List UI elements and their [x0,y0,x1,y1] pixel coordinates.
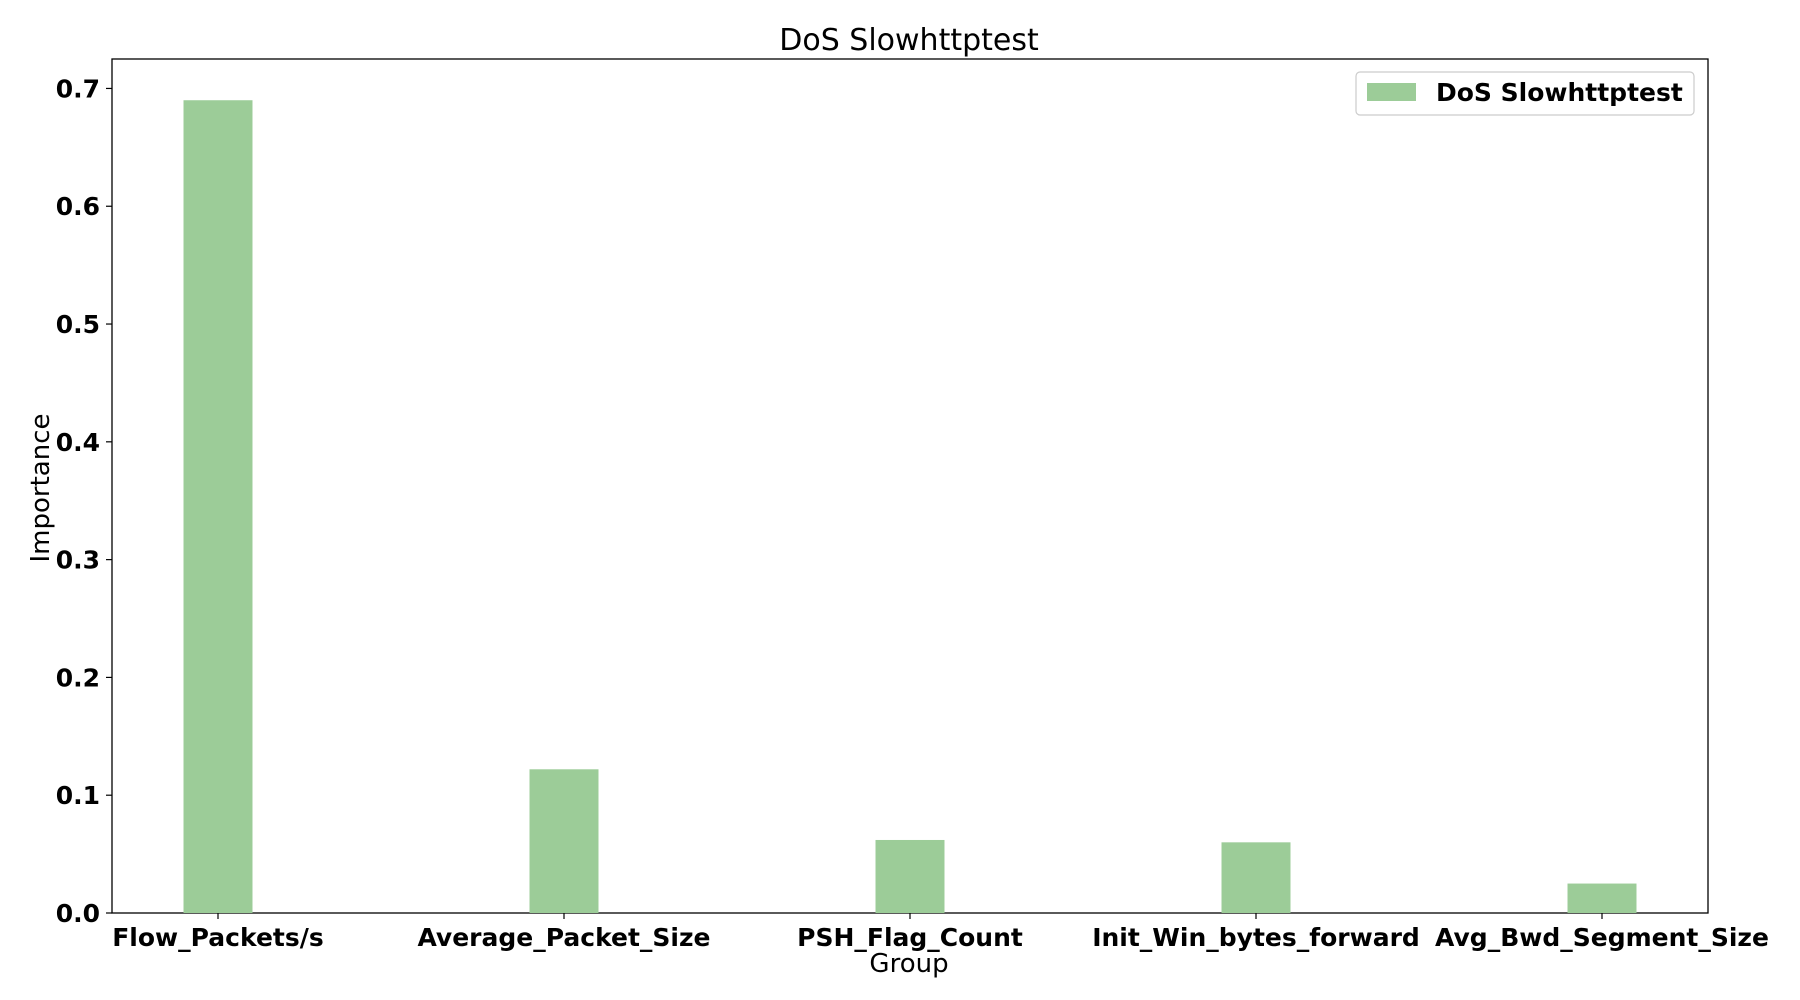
y-tick-label: 0.2 [56,663,100,692]
y-tick-label: 0.6 [56,192,100,221]
legend-box [1355,71,1695,116]
x-tick-label: Flow_Packets/s [112,923,324,952]
x-axis-ticks: Flow_Packets/s Average_Packet_Size PSH_Fla… [112,913,1769,952]
plot-area-frame [111,58,1709,914]
x-tick-label: Avg_Bwd_Segment_Size [1435,923,1769,952]
y-tick-label: 0.4 [56,428,100,457]
x-tick-label: Init_Win_bytes_forward [1092,923,1420,952]
bars-group [183,100,1637,913]
y-tick-label: 0.0 [56,899,100,928]
y-axis-ticks: 0.0 0.1 0.2 0.3 0.4 0.5 0.6 0.7 [56,74,112,928]
legend-label: DoS Slowhttptest [1436,78,1683,107]
y-axis-label: Importance [26,414,56,563]
x-axis-label: Group [869,949,948,979]
bar-average-packet-size [529,769,599,913]
bar-init-win-bytes-forward [1221,842,1291,913]
bar-psh-flag-count [875,839,945,913]
chart-title: DoS Slowhttptest [779,23,1039,58]
y-tick-label: 0.3 [56,546,100,575]
y-tick-label: 0.1 [56,781,100,810]
y-tick-label: 0.7 [56,74,100,103]
y-tick-label: 0.5 [56,310,100,339]
x-tick-label: PSH_Flag_Count [797,923,1023,952]
legend-swatch [1367,83,1416,101]
bar-avg-bwd-segment-size [1567,883,1637,913]
x-tick-label: Average_Packet_Size [417,923,710,952]
bar-flow-packets-s [183,100,253,913]
legend: DoS Slowhttptest [1355,71,1695,116]
